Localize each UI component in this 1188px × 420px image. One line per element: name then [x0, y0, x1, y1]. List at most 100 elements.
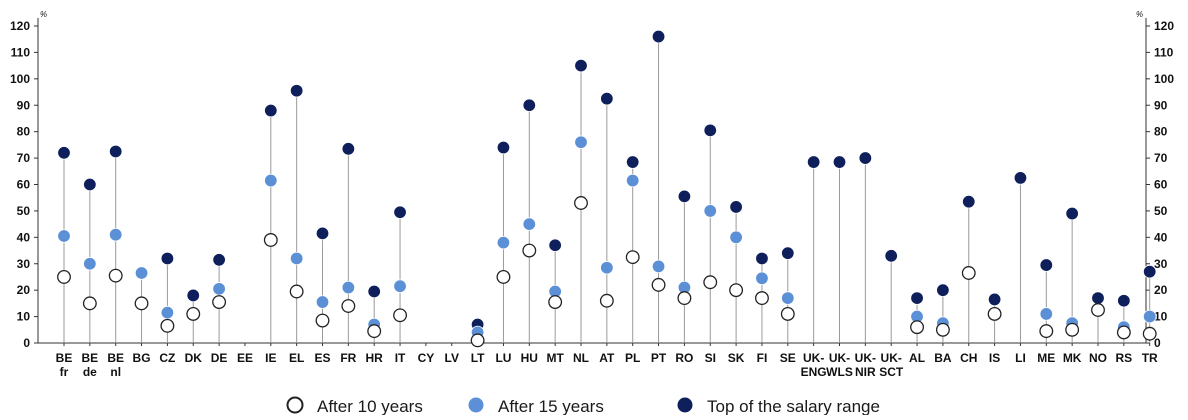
point-after-15-years [315, 295, 330, 309]
point-top-of-salary-range [1091, 291, 1105, 305]
point-after-10-years [160, 318, 175, 333]
point-after-10-years [599, 293, 614, 308]
point-top-of-salary-range [315, 226, 330, 241]
point-after-15-years [651, 259, 666, 274]
point-top-of-salary-range [160, 251, 175, 266]
point-top-of-salary-range [806, 155, 821, 169]
x-tick-label: PT [651, 351, 667, 365]
point-after-10-years [522, 243, 537, 258]
legend-marker-top-of-salary-range [677, 397, 693, 413]
point-after-10-years [935, 322, 950, 337]
point-top-of-salary-range [755, 251, 769, 266]
y-tick-label-right: 0 [1154, 336, 1161, 350]
y-tick-label-left: 90 [17, 98, 31, 112]
point-top-of-salary-range [186, 288, 200, 303]
point-top-of-salary-range [83, 177, 97, 192]
point-top-of-salary-range [832, 155, 847, 169]
point-after-10-years [496, 270, 511, 284]
point-top-of-salary-range [987, 292, 1002, 307]
x-tick-label: RS [1116, 351, 1133, 365]
legend-marker-after-15-years [468, 397, 484, 413]
y-tick-label-right: 80 [1154, 125, 1168, 139]
point-after-10-years [651, 277, 666, 292]
point-after-10-years [315, 313, 330, 328]
y-tick-label-right: 10 [1154, 310, 1168, 324]
point-after-10-years [729, 283, 744, 298]
y-tick-label-left: 100 [10, 72, 30, 86]
y-tick-label-left: 110 [11, 45, 31, 59]
point-after-10-years [212, 295, 227, 310]
point-after-15-years [626, 173, 640, 188]
y-tick-label-left: 50 [17, 204, 31, 218]
point-top-of-salary-range [108, 144, 123, 159]
point-after-15-years [522, 217, 537, 231]
x-tick-label: NO [1089, 351, 1107, 365]
x-tick-label: FI [757, 351, 768, 365]
point-after-15-years [134, 266, 149, 280]
point-after-10-years [1142, 326, 1157, 341]
legend-label-top-of-salary-range: Top of the salary range [707, 397, 880, 415]
x-tick-label: HR [366, 351, 384, 365]
point-after-15-years [781, 291, 795, 305]
point-top-of-salary-range [289, 84, 304, 98]
x-tick-label: HU [521, 351, 538, 365]
point-after-15-years [160, 305, 175, 320]
y-tick-label-right: 50 [1154, 204, 1168, 218]
y-tick-label-right: 40 [1154, 230, 1168, 244]
point-after-10-years [367, 324, 382, 339]
point-after-10-years [1116, 325, 1131, 340]
y-tick-label-right: 100 [1154, 72, 1174, 86]
x-tick-label: LV [445, 351, 459, 365]
point-top-of-salary-range [703, 123, 717, 138]
point-top-of-salary-range [962, 194, 976, 209]
x-tick-label: SI [705, 351, 716, 365]
point-top-of-salary-range [729, 200, 743, 214]
point-top-of-salary-range [936, 283, 950, 297]
y-tick-label-left: 20 [17, 283, 31, 297]
point-top-of-salary-range [496, 140, 511, 155]
y-tick-label-right: 110 [1154, 45, 1174, 59]
point-top-of-salary-range [212, 253, 226, 267]
x-tick-label: NIR [855, 365, 876, 379]
point-top-of-salary-range [1142, 264, 1157, 279]
point-top-of-salary-range [341, 142, 356, 156]
x-tick-label: BE [107, 351, 124, 365]
point-after-10-years [961, 266, 976, 280]
x-tick-label: AL [909, 351, 925, 365]
x-tick-label: FR [340, 351, 356, 365]
point-after-10-years [134, 296, 149, 311]
point-after-15-years [496, 235, 511, 250]
point-after-10-years [289, 284, 304, 299]
x-tick-label: BG [133, 351, 151, 365]
x-tick-label: LU [495, 351, 511, 365]
y-tick-label-left: 10 [17, 310, 31, 324]
x-tick-label: IE [265, 351, 276, 365]
point-after-10-years [677, 291, 692, 306]
point-top-of-salary-range [1039, 258, 1054, 272]
x-tick-label: ME [1037, 351, 1055, 365]
point-top-of-salary-range [393, 205, 407, 219]
y-tick-label-left: 30 [17, 257, 31, 271]
x-tick-label: ES [314, 351, 330, 365]
point-top-of-salary-range [781, 246, 795, 260]
x-tick-label: SE [780, 351, 796, 365]
x-tick-label: UK- [829, 351, 850, 365]
x-tick-label: BE [82, 351, 99, 365]
point-after-15-years [703, 204, 717, 218]
point-after-15-years [729, 230, 743, 245]
point-after-10-years [755, 291, 769, 306]
point-top-of-salary-range [858, 151, 873, 165]
y-tick-label-left: 0 [23, 336, 30, 350]
point-after-10-years [186, 306, 201, 321]
point-after-15-years [264, 173, 278, 188]
point-after-10-years [1091, 303, 1105, 317]
x-tick-label: EE [237, 351, 253, 365]
x-tick-label: BA [934, 351, 952, 365]
x-tick-label: RO [675, 351, 693, 365]
x-tick-label: UK- [803, 351, 824, 365]
point-after-15-years [600, 261, 614, 275]
point-after-15-years [57, 229, 71, 243]
x-tick-label: BE [56, 351, 73, 365]
point-top-of-salary-range [1065, 206, 1079, 221]
x-tick-label: LT [471, 351, 485, 365]
